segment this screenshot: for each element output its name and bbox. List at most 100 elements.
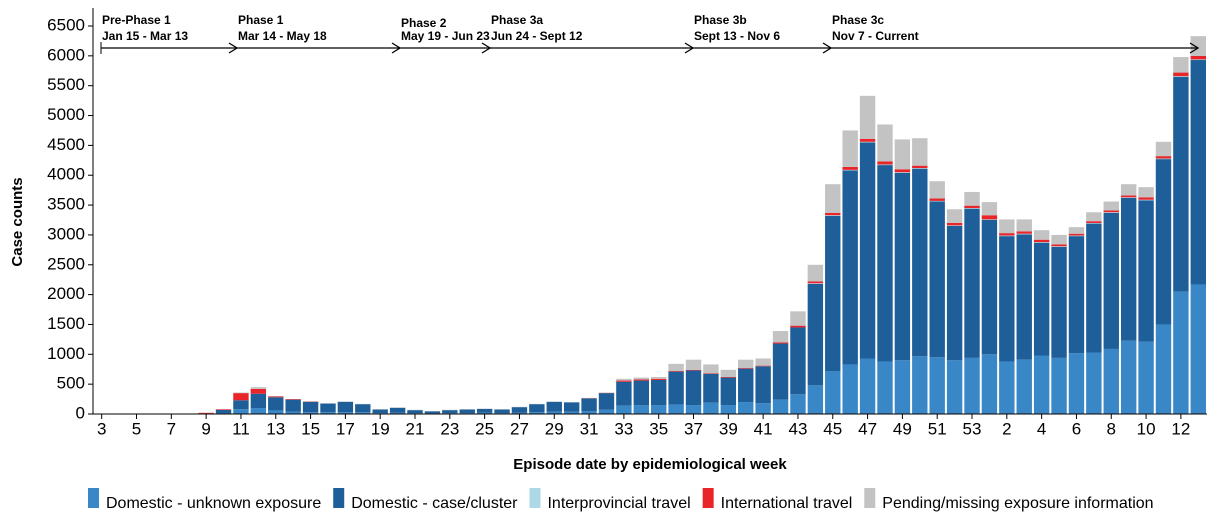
bar-segment xyxy=(808,284,823,385)
bar-segment xyxy=(860,142,875,143)
bar-segment xyxy=(1121,198,1136,341)
bar-segment xyxy=(755,403,770,414)
bar-segment xyxy=(390,408,405,413)
bar-segment xyxy=(1156,324,1171,414)
phase-name: Phase 1 xyxy=(238,13,284,27)
bar-segment xyxy=(738,369,753,402)
phase-dates: Jun 24 - Sept 12 xyxy=(491,29,583,43)
bar-segment xyxy=(494,410,509,414)
bar-segment xyxy=(251,408,266,414)
legend-swatch xyxy=(333,488,344,508)
x-tick-label: 41 xyxy=(754,419,773,438)
bar-segment xyxy=(808,283,823,284)
bar-segment xyxy=(999,236,1014,361)
bar-segment xyxy=(1121,341,1136,414)
bar-segment xyxy=(721,377,736,378)
x-tick-label: 10 xyxy=(1137,419,1156,438)
bar-segment xyxy=(964,358,979,414)
bar-segment xyxy=(1086,353,1101,414)
bar-segment xyxy=(1191,60,1206,284)
bar-segment xyxy=(233,393,248,400)
bar-segment xyxy=(686,405,701,414)
bar-segment xyxy=(1086,223,1101,224)
bar-segment xyxy=(1191,36,1206,56)
x-tick-label: 5 xyxy=(132,419,141,438)
bar-segment xyxy=(860,139,875,142)
bar-segment xyxy=(355,404,370,412)
legend-label: International travel xyxy=(721,495,853,512)
bar-segment xyxy=(686,360,701,370)
x-tick-label: 27 xyxy=(510,419,529,438)
bar-segment xyxy=(1051,246,1066,247)
bar-segment xyxy=(1121,196,1136,198)
phase-dates: Mar 14 - May 18 xyxy=(238,29,327,43)
legend-swatch xyxy=(703,488,714,508)
x-tick-label: 21 xyxy=(406,419,425,438)
bar-segment xyxy=(1069,236,1084,237)
bar-segment xyxy=(251,389,266,394)
bar-segment xyxy=(773,331,788,342)
bar-segment xyxy=(268,396,283,397)
x-tick-label: 45 xyxy=(823,419,842,438)
bar-segment xyxy=(842,130,857,166)
y-tick-label: 6000 xyxy=(47,45,85,64)
bar-segment xyxy=(616,406,631,414)
bar-segment xyxy=(1017,234,1032,359)
bar-segment xyxy=(877,162,892,165)
bar-segment xyxy=(407,410,422,413)
bar-segment xyxy=(460,410,475,414)
y-tick-label: 4000 xyxy=(47,165,85,184)
bar-segment xyxy=(930,357,945,414)
bar-segment xyxy=(1104,349,1119,414)
bar-segment xyxy=(825,216,840,371)
bar-segment xyxy=(738,368,753,369)
bar-segment xyxy=(651,405,666,414)
y-tick-label: 4500 xyxy=(47,135,85,154)
bar-segment xyxy=(1173,292,1188,414)
bar-segment xyxy=(703,373,718,374)
bar-segment xyxy=(616,381,631,382)
bar-segment xyxy=(825,371,840,414)
legend-label: Interprovincial travel xyxy=(547,495,690,512)
bar-segment xyxy=(964,209,979,358)
x-tick-label: 11 xyxy=(232,419,250,438)
bar-segment xyxy=(912,356,927,414)
bar-segment xyxy=(320,404,335,413)
bar-segment xyxy=(1121,184,1136,195)
bar-segment xyxy=(738,402,753,414)
bar-segment xyxy=(1034,242,1049,243)
bar-segment xyxy=(895,172,910,173)
y-tick-label: 2500 xyxy=(47,254,85,273)
bar-segment xyxy=(947,360,962,414)
bar-segment xyxy=(912,169,927,356)
bar-segment xyxy=(964,192,979,206)
bar-segment xyxy=(912,138,927,165)
bar-segment xyxy=(790,394,805,414)
bar-segment xyxy=(982,354,997,414)
legend-label: Domestic - unknown exposure xyxy=(106,495,321,512)
x-tick-label: 12 xyxy=(1171,419,1190,438)
bar-segment xyxy=(842,167,857,170)
x-tick-label: 17 xyxy=(336,419,355,438)
bar-segment xyxy=(860,142,875,358)
bar-segment xyxy=(1034,240,1049,242)
x-tick-label: 43 xyxy=(788,419,807,438)
bar-segment xyxy=(999,361,1014,414)
bar-segment xyxy=(251,387,266,389)
y-tick-label: 1500 xyxy=(47,314,85,333)
y-tick-label: 1000 xyxy=(47,344,85,363)
bar-segment xyxy=(755,366,770,403)
legend-label: Domestic - case/cluster xyxy=(351,495,518,512)
bar-segment xyxy=(668,404,683,414)
x-tick-label: 19 xyxy=(371,419,390,438)
bar-segment xyxy=(1156,159,1171,324)
bar-segment xyxy=(634,378,649,380)
bar-segment xyxy=(1173,77,1188,292)
bar-segment xyxy=(1017,219,1032,231)
phase-name: Phase 3b xyxy=(694,13,747,27)
x-tick-label: 47 xyxy=(858,419,877,438)
bar-segment xyxy=(1156,142,1171,156)
bar-segment xyxy=(285,400,300,412)
bar-segment xyxy=(860,358,875,414)
bar-segment xyxy=(982,219,997,220)
